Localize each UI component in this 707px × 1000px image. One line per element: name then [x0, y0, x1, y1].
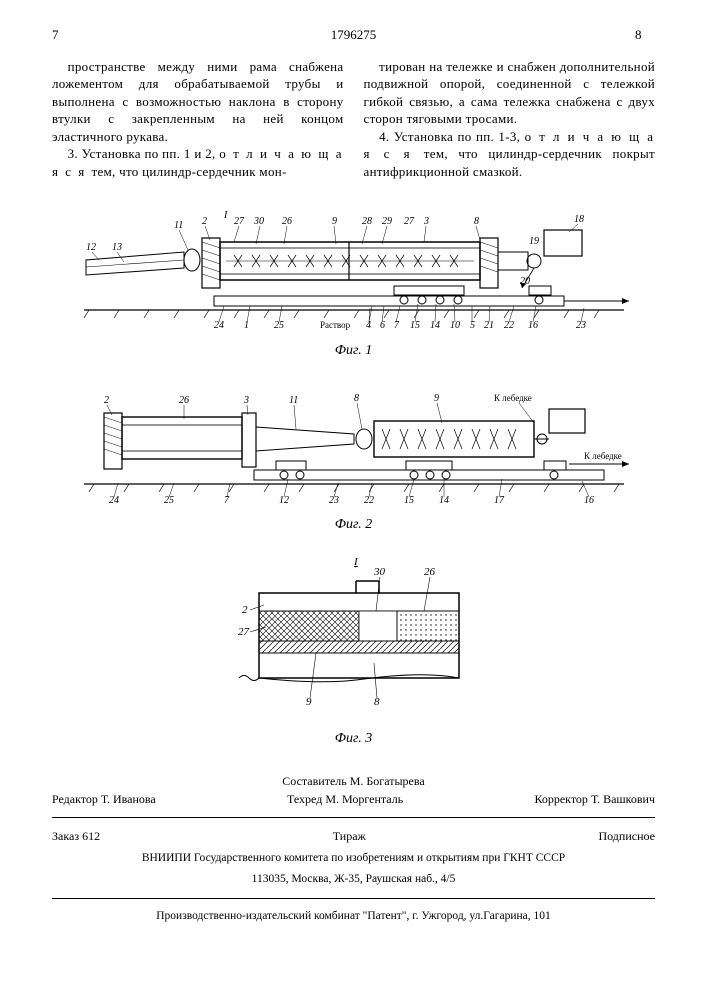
figures-area: 12 13 11 I 2 27 30 26 9 [52, 200, 655, 749]
c2: 2 [202, 216, 207, 227]
e30: 30 [373, 566, 386, 578]
e27: 27 [238, 626, 250, 638]
order-row: Заказ 612 Тираж Подписное [52, 828, 655, 844]
editor-name: Т. Иванова [101, 792, 156, 806]
order-label: Заказ [52, 829, 79, 843]
d2: 2 [104, 395, 109, 406]
c28: 28 [362, 216, 372, 227]
c4: 4 [366, 320, 371, 331]
d17: 17 [494, 495, 505, 506]
fig3-svg: I 2 27 30 26 9 8 [224, 553, 484, 728]
c11: 11 [174, 220, 183, 231]
c1: 1 [244, 320, 249, 331]
doc-number: 1796275 [72, 26, 635, 44]
c13: 13 [112, 242, 122, 253]
c5: 5 [470, 320, 475, 331]
body-columns: пространстве между ними рама снабжена ло… [52, 58, 655, 181]
e26: 26 [424, 566, 436, 578]
editor-label: Редактор [52, 792, 98, 806]
page-num-right: 8 [635, 26, 655, 44]
sign-label: Подписное [598, 828, 655, 844]
org1: ВНИИПИ Государственного комитета по изоб… [52, 851, 655, 867]
page-num-left: 7 [52, 26, 72, 44]
pub: Производственно-издательский комбинат "П… [52, 909, 655, 925]
c6: 6 [380, 320, 385, 331]
fig2-svg: 2 26 3 11 8 9 К лебедке К лебедке [74, 379, 634, 514]
col-right-p2: 4. Установка по пп. 1-3, о т л и ч а ю щ… [364, 128, 656, 181]
label-rastvor: Раствор [320, 320, 351, 330]
e-I: I [353, 556, 359, 568]
org2: 113035, Москва, Ж-35, Раушская наб., 4/5 [52, 872, 655, 888]
tiraz-label: Тираж [333, 828, 366, 844]
cI: I [223, 210, 228, 221]
c27b: 27 [404, 216, 415, 227]
hr1 [52, 817, 655, 818]
techred-name: М. Моргенталь [325, 792, 403, 806]
figure-1: 12 13 11 I 2 27 30 26 9 [52, 200, 655, 361]
figure-2: 2 26 3 11 8 9 К лебедке К лебедке [52, 379, 655, 535]
composer-label: Составитель [282, 774, 346, 788]
fig2-caption: Фиг. 2 [52, 516, 655, 535]
c26: 26 [282, 216, 292, 227]
composer-name: М. Богатырева [350, 774, 425, 788]
c8: 8 [474, 216, 479, 227]
hr2 [52, 898, 655, 899]
figure-3: I 2 27 30 26 9 8 Фиг. 3 [52, 553, 655, 749]
p2ra: 4. Установка по пп. 1-3, [379, 129, 525, 144]
col-left-p1: пространстве между ними рама снабжена ло… [52, 58, 344, 146]
c19: 19 [529, 236, 539, 247]
header: 7 1796275 8 [52, 26, 655, 44]
d-winch-top: К лебедке [494, 393, 532, 403]
p2c: тем, что цилиндр-сердечник мон- [91, 164, 286, 179]
c27: 27 [234, 216, 245, 227]
d3: 3 [243, 395, 249, 406]
c30: 30 [253, 216, 264, 227]
d8: 8 [354, 393, 359, 404]
credits-block: Составитель М. Богатырева Редактор Т. Ив… [52, 773, 655, 924]
col-left: пространстве между ними рама снабжена ло… [52, 58, 344, 181]
techred-label: Техред [287, 792, 322, 806]
composer-row: Составитель М. Богатырева [52, 773, 655, 789]
c18: 18 [574, 214, 584, 225]
c9: 9 [332, 216, 337, 227]
fig3-caption: Фиг. 3 [52, 730, 655, 749]
order-num: 612 [82, 829, 100, 843]
fig1-caption: Фиг. 1 [52, 342, 655, 361]
col-left-p2: 3. Установка по пп. 1 и 2, о т л и ч а ю… [52, 145, 344, 180]
c7: 7 [394, 320, 400, 331]
page: 7 1796275 8 пространстве между ними рама… [0, 0, 707, 956]
editor-row: Редактор Т. Иванова Техред М. Моргенталь… [52, 791, 655, 807]
d9: 9 [434, 393, 439, 404]
d26: 26 [179, 395, 189, 406]
d-winch-right: К лебедке [584, 451, 622, 461]
e9: 9 [306, 696, 312, 708]
fig1-svg: 12 13 11 I 2 27 30 26 9 [74, 200, 634, 340]
c29: 29 [382, 216, 392, 227]
e2: 2 [242, 604, 248, 616]
col-right-p1: тирован на тележке и снабжен дополнитель… [364, 58, 656, 128]
corrector-name: Т. Вашкович [591, 792, 655, 806]
d11: 11 [289, 395, 298, 406]
c12: 12 [86, 242, 96, 253]
corrector-label: Корректор [534, 792, 588, 806]
c20: 20 [520, 276, 530, 287]
col-right: тирован на тележке и снабжен дополнитель… [364, 58, 656, 181]
c3: 3 [423, 216, 429, 227]
p2a: 3. Установка по пп. 1 и 2, [68, 146, 220, 161]
